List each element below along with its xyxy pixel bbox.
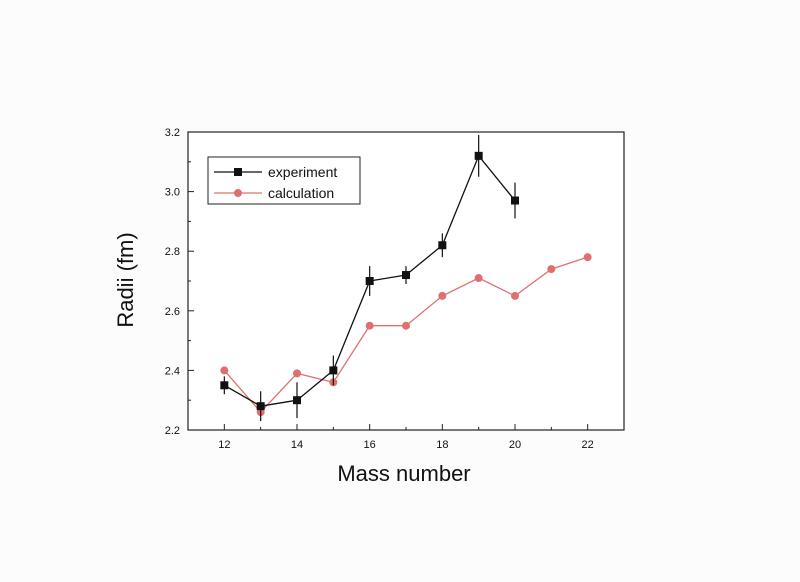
calculation-point (583, 253, 592, 262)
experiment-point (329, 366, 338, 375)
calculation-point (438, 291, 447, 300)
x-tick-label: 14 (291, 439, 303, 451)
experiment-point (402, 271, 410, 280)
legend-experiment-marker (234, 168, 242, 176)
x-axis-title: Mass number (337, 461, 470, 486)
x-tick-label: 18 (436, 439, 448, 451)
x-tick-label: 22 (582, 439, 594, 451)
calculation-point (220, 366, 229, 375)
x-axis-ticks: 12 14 16 18 20 22 (218, 424, 594, 451)
x-tick-label: 16 (364, 439, 376, 451)
y-tick-label: 3.2 (165, 127, 180, 139)
experiment-point (511, 196, 519, 205)
calculation-point (402, 321, 410, 330)
experiment-point (220, 381, 229, 390)
legend-box (207, 156, 361, 205)
y-tick-label: 2.2 (165, 425, 180, 437)
experiment-point (474, 151, 483, 160)
calculation-point (365, 321, 374, 330)
calculation-point (474, 274, 483, 283)
y-axis-ticks: 2.2 2.4 2.6 2.8 3.0 3.2 (165, 127, 194, 437)
x-tick-label: 12 (218, 439, 230, 451)
legend-experiment-label: experiment (268, 164, 337, 180)
experiment-point (256, 402, 265, 411)
y-axis-title: Radii (fm) (113, 232, 138, 327)
calculation-point (547, 265, 556, 274)
calculation-point (293, 369, 301, 378)
experiment-point (438, 241, 447, 250)
legend: experiment calculation (207, 156, 361, 205)
y-tick-label: 2.4 (165, 365, 180, 377)
calculation-point (511, 291, 519, 300)
y-tick-label: 3.0 (165, 187, 180, 199)
experiment-point (293, 396, 301, 405)
series-layer (220, 134, 592, 422)
legend-calculation-marker (234, 189, 242, 197)
legend-calculation-label: calculation (268, 185, 334, 201)
experiment-point (365, 277, 374, 285)
y-tick-label: 2.8 (165, 246, 180, 258)
x-tick-label: 20 (509, 439, 521, 451)
y-tick-label: 2.6 (165, 306, 180, 318)
